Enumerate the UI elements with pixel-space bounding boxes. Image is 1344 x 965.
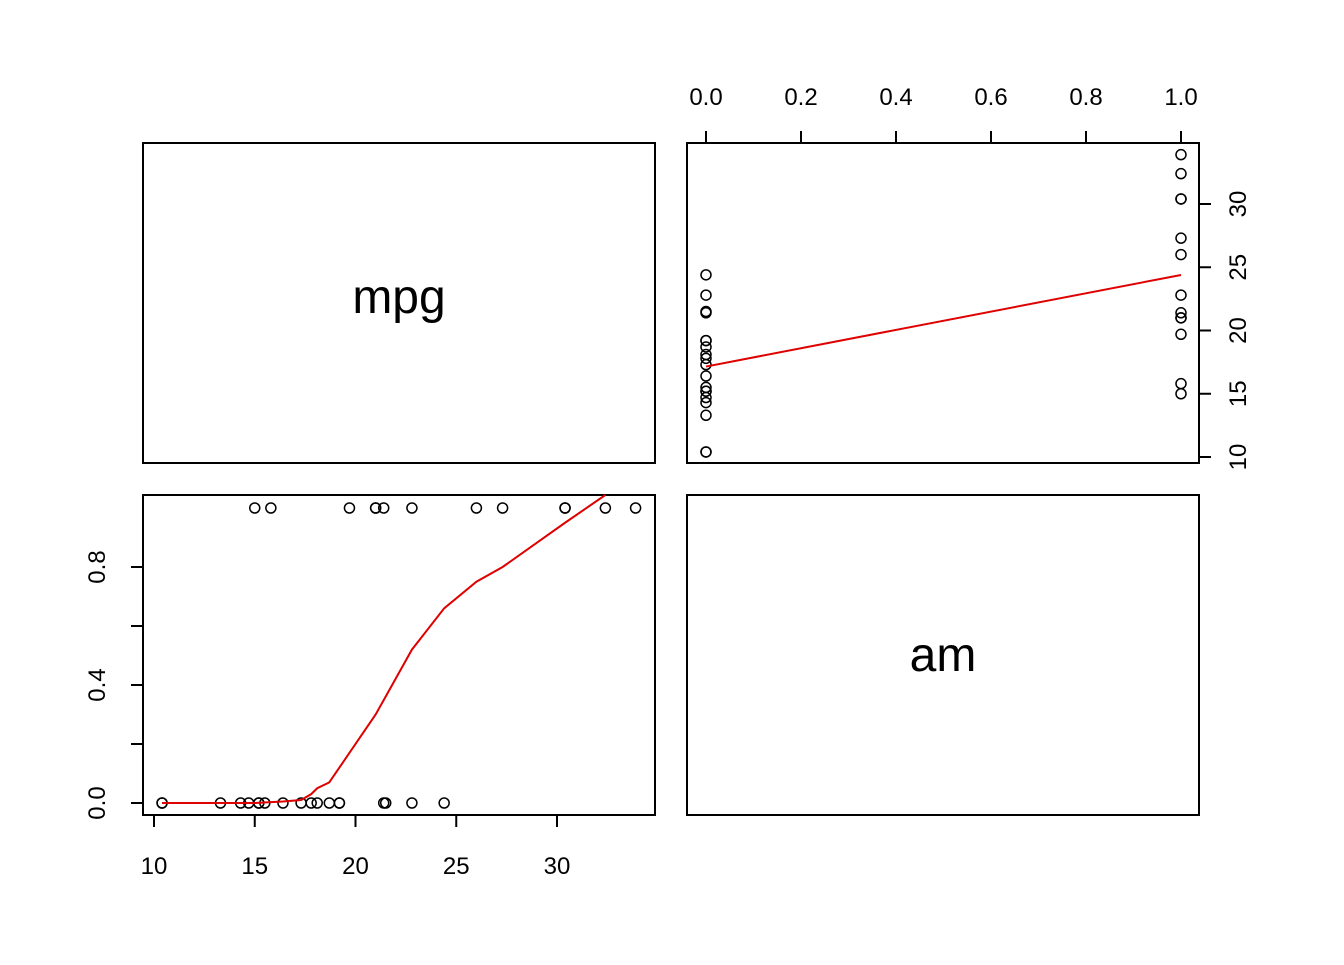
scatter-point [1175, 377, 1187, 390]
bottom-axis-tick-label: 10 [141, 853, 168, 880]
scatter-point [700, 358, 712, 371]
scatter-point [1175, 167, 1187, 180]
scatter-point [369, 502, 382, 514]
bottom-axis-tick-label: 25 [443, 853, 470, 880]
scatter-point [700, 305, 712, 318]
scatter-point [377, 502, 390, 514]
scatter-point [333, 797, 346, 809]
scatter-point [496, 502, 509, 514]
scatter-point [1175, 307, 1187, 319]
left-axis-am: 0.0 0.4 0.8 [84, 550, 144, 820]
scatter-point [1175, 328, 1187, 341]
scatter-point [379, 797, 392, 809]
panel-am-diagonal [686, 494, 1200, 816]
scatter-point [700, 370, 712, 382]
scatter-point [1175, 388, 1187, 400]
scatter-point [700, 334, 712, 347]
right-axis-mpg: 10 15 20 25 30 [1198, 191, 1252, 471]
top-axis-tick-label: 1.0 [1164, 84, 1197, 111]
top-axis-am: 0.0 0.2 0.4 0.6 0.8 1.0 [689, 84, 1198, 144]
bottom-axis-tick-label: 20 [342, 853, 369, 880]
left-axis-tick-label: 0.0 [84, 786, 111, 819]
right-axis-tick-label: 15 [1225, 380, 1252, 407]
top-axis-tick-label: 0.6 [974, 84, 1007, 111]
scatter-point [343, 502, 356, 514]
scatter-point [700, 381, 712, 394]
scatter-point [406, 797, 418, 809]
scatter-point [700, 385, 712, 397]
panel-mpg-vs-am [686, 142, 1200, 464]
scatter-point [311, 797, 323, 809]
right-axis-tick-label: 25 [1225, 254, 1252, 281]
scatter-point [1175, 248, 1187, 261]
scatter-point [559, 502, 571, 514]
bottom-axis-mpg: 10 15 20 25 30 [141, 814, 571, 880]
right-axis-tick-label: 20 [1225, 317, 1252, 344]
scatter-point [700, 446, 712, 458]
points-am-vs-mpg [156, 502, 642, 809]
scatter-point [249, 502, 261, 514]
panel-mpg-diagonal [142, 142, 656, 464]
scatter-point [700, 396, 712, 409]
top-axis-tick-label: 0.8 [1069, 84, 1102, 111]
smooth-line-mpg-vs-am [705, 273, 1182, 368]
left-axis-tick-label: 0.8 [84, 550, 111, 583]
scatter-point [305, 797, 317, 809]
scatter-point [406, 502, 418, 514]
points-mpg-vs-am [700, 148, 1187, 458]
left-axis-tick-label: 0.4 [84, 668, 111, 701]
top-axis-tick-label: 0.4 [879, 84, 912, 111]
diagonal-label-am: am [910, 629, 977, 682]
diagonal-label-mpg: mpg [352, 271, 445, 324]
scatter-point [265, 502, 277, 514]
scatter-point [1175, 232, 1187, 244]
smooth-line-am-vs-mpg [162, 494, 606, 804]
right-axis-tick-label: 30 [1225, 191, 1252, 218]
scatter-point [1175, 193, 1187, 205]
panel-am-vs-mpg [142, 494, 656, 816]
scatter-point [470, 502, 483, 514]
right-axis-tick-label: 10 [1225, 444, 1252, 471]
scatter-point [599, 502, 612, 514]
scatter-point [323, 797, 336, 809]
bottom-axis-tick-label: 30 [544, 853, 571, 880]
scatter-point [629, 502, 642, 514]
scatter-point [700, 409, 712, 422]
scatter-point [277, 797, 289, 809]
scatter-point [295, 797, 307, 809]
scatter-point [438, 797, 450, 809]
scatter-point [700, 289, 712, 301]
scatter-point [1175, 148, 1187, 161]
top-axis-tick-label: 0.0 [689, 84, 722, 111]
scatter-point [1175, 289, 1187, 301]
scatter-point [1175, 312, 1187, 324]
top-axis-tick-label: 0.2 [784, 84, 817, 111]
scatter-point [700, 352, 712, 365]
bottom-axis-tick-label: 15 [241, 853, 268, 880]
scatter-point [700, 269, 712, 281]
scatter-point [700, 341, 712, 353]
